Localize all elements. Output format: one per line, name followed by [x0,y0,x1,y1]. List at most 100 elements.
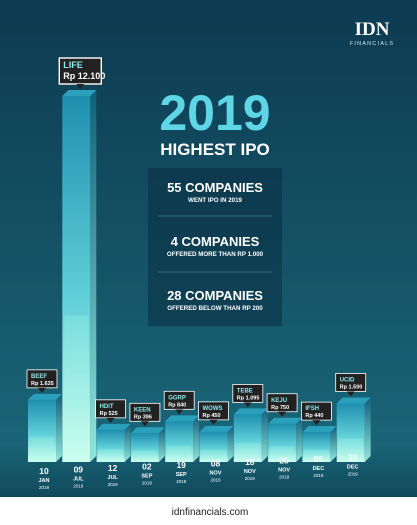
stats-panel [148,168,282,326]
bar-label-pointer [76,84,85,89]
stat-block: 55 COMPANIES WENT IPO IN 2019 [167,180,263,204]
bar-value-label: Rp 440 [305,413,323,419]
bar-side [90,90,97,462]
date-year: 2019 [176,479,187,484]
bar-label-pointer [38,387,46,393]
bar-category-label: TEBE [237,388,253,394]
headline-year: 2019 [159,85,270,141]
date-year: 2019 [313,473,324,478]
date-year: 2019 [73,484,84,489]
bar-label-pointer [209,419,218,425]
bar-label-box [58,57,102,85]
stat-caption: WENT IPO IN 2019 [188,197,243,204]
bar [62,96,91,462]
bar [268,423,297,462]
date-day: 02 [142,462,152,472]
date-day: 05 [314,454,324,464]
date-year: 2019 [39,485,50,490]
date-day: 25 [279,456,289,466]
bar-top [62,90,97,96]
bar-top [96,423,131,430]
bar-label-pointer [140,421,149,427]
bar [302,432,331,462]
bar-glow [235,442,260,462]
bar [165,421,194,462]
bar-glow [98,449,123,462]
stat-value: 28 COMPANIES [167,288,263,303]
date-year: 2019 [142,481,153,486]
bar-value-label: Rp 1.635 [31,381,54,387]
bar-glow [270,446,295,462]
bar-top [233,408,268,415]
footer-bar [0,497,417,525]
bar-side [296,417,303,462]
stat-block: 28 COMPANIES OFFERED BELOW THAN RP 200 [167,288,263,312]
bar [233,414,262,462]
bar-value-label: Rp 12.100 [63,71,105,81]
stat-caption: OFFERED MORE THAN RP 1.000 [167,251,264,258]
bar-glow [304,450,329,462]
bar-top [130,427,165,434]
date-month: JUL [73,477,84,483]
bar-top [336,397,371,404]
bar-value-label: Rp 1.500 [340,385,363,391]
bar-value-label: Rp 450 [203,413,221,419]
stat-block: 4 COMPANIES OFFERED MORE THAN RP 1.000 [167,234,264,258]
bar-label-pointer [312,420,321,426]
bar-top [199,425,234,432]
bar-side [158,427,165,462]
stat-value: 4 COMPANIES [171,234,260,249]
footer-url[interactable]: idnfinancials.com [172,507,249,518]
date-month: SEP [176,472,187,478]
date-year: 2019 [245,476,256,481]
date-day: 12 [108,463,118,473]
date-month: SEP [141,474,152,480]
bar-top [165,415,200,422]
date-year: 2019 [108,482,119,487]
date-month: NOV [278,468,290,474]
bar-category-label: LIFE [63,60,83,70]
date-month: NOV [244,469,256,475]
bar-top [302,426,337,433]
bar [130,433,159,462]
bar-value-label: Rp 396 [134,414,152,420]
bar-glow [64,315,89,462]
bar [199,431,228,462]
bar-side [364,397,371,462]
bar-category-label: WOWS [203,406,223,412]
bar-category-label: IFSH [305,406,319,412]
bar-value-label: Rp 840 [168,402,186,408]
bar-category-label: GGRP [168,395,186,401]
bar [28,399,56,462]
stat-caption: OFFERED BELOW THAN RP 200 [167,305,263,312]
date-month: DEC [313,466,325,472]
bar-side [193,415,200,462]
bar-label-pointer [175,409,184,415]
bar-category-label: BEEF [31,374,47,380]
bar-glow [167,445,192,462]
bar-top [28,393,62,400]
date-month: DEC [347,465,359,471]
bar-side [56,393,62,462]
date-day: 20 [348,453,358,463]
date-day: 19 [176,460,186,470]
bar-label-pointer [243,402,252,408]
headline-subtitle: HIGHEST IPO [160,140,270,159]
bar-value-label: Rp 1.095 [237,395,260,401]
bar-top [268,417,303,424]
bar [96,429,125,462]
bar-glow [338,438,363,462]
date-year: 2019 [279,475,290,480]
bar-side [261,408,268,462]
bar-label-pointer [106,417,115,423]
bar-side [227,425,234,462]
